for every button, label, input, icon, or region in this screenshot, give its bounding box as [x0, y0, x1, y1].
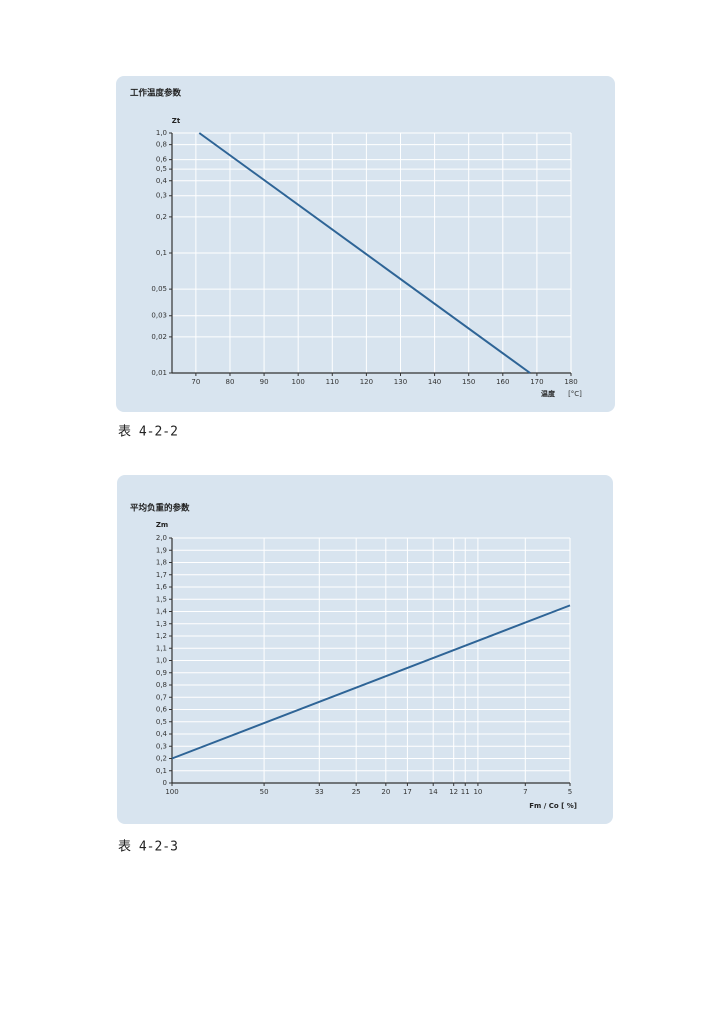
x-tick-label: 130: [394, 378, 407, 386]
x-tick-label: 11: [461, 788, 470, 796]
y-tick-label: 1,4: [156, 608, 168, 616]
x-tick-label: 110: [326, 378, 339, 386]
x-tick-label: 100: [291, 378, 304, 386]
data-line: [171, 604, 571, 760]
caption: 表 4-2-2: [118, 425, 178, 440]
x-tick-label: 12: [449, 788, 458, 796]
y-tick-label: 0,1: [156, 767, 167, 775]
y-tick-label: 0,01: [151, 369, 167, 377]
x-tick-label: 10: [473, 788, 482, 796]
x-tick-label: 7: [523, 788, 527, 796]
data-line: [198, 132, 531, 374]
chart-title: 工作温度参数: [130, 88, 182, 99]
y-tick-label: 0,9: [156, 669, 167, 677]
caption: 表 4-2-3: [118, 840, 178, 855]
y-tick-label: 1,7: [156, 571, 167, 579]
x-tick-label: 5: [568, 788, 572, 796]
y-tick-label: 1,2: [156, 632, 167, 640]
chart-title: 平均负重的参数: [130, 503, 190, 514]
y-tick-label: 0,8: [156, 141, 167, 149]
chart-panel: [116, 76, 615, 412]
x-tick-label: 80: [226, 378, 235, 386]
y-tick-label: 1,8: [156, 559, 167, 567]
y-tick-label: 0,02: [151, 333, 167, 341]
x-tick-label: 20: [381, 788, 390, 796]
y-tick-label: 0,05: [151, 285, 167, 293]
y-tick-label: 0,6: [156, 706, 168, 714]
y-tick-label: 1,6: [156, 583, 168, 591]
y-tick-label: 0,2: [156, 755, 167, 763]
x-tick-label: 180: [564, 378, 577, 386]
y-tick-label: 0,6: [156, 156, 168, 164]
y-tick-label: 1,3: [156, 620, 167, 628]
y-tick-label: 1,0: [156, 129, 167, 137]
x-tick-label: 120: [360, 378, 373, 386]
y-tick-label: 0,5: [156, 165, 167, 173]
x-tick-label: 50: [260, 788, 269, 796]
y-axis-label: Zt: [172, 117, 181, 125]
y-tick-label: 0,1: [156, 249, 167, 257]
x-tick-label: 160: [496, 378, 509, 386]
x-tick-label: 90: [260, 378, 269, 386]
y-tick-label: 0,8: [156, 681, 167, 689]
y-tick-label: 0: [163, 779, 167, 787]
x-tick-label: 170: [530, 378, 543, 386]
x-axis-unit: [°C]: [568, 390, 582, 398]
y-tick-label: 0,2: [156, 213, 167, 221]
x-tick-label: 150: [462, 378, 475, 386]
x-axis-label: 温度: [541, 389, 556, 398]
y-tick-label: 1,9: [156, 546, 167, 554]
y-tick-label: 1,1: [156, 644, 167, 652]
x-tick-label: 14: [429, 788, 438, 796]
x-tick-label: 100: [165, 788, 178, 796]
x-tick-label: 25: [352, 788, 361, 796]
y-tick-label: 1,5: [156, 595, 167, 603]
x-tick-label: 70: [191, 378, 200, 386]
y-tick-label: 0,03: [151, 312, 167, 320]
chart-panel: [117, 475, 613, 824]
x-tick-label: 17: [403, 788, 412, 796]
y-tick-label: 1,0: [156, 657, 167, 665]
y-tick-label: 0,3: [156, 742, 167, 750]
y-tick-label: 2,0: [156, 534, 167, 542]
y-tick-label: 0,3: [156, 192, 167, 200]
y-axis-label: Zm: [156, 521, 168, 529]
y-tick-label: 0,7: [156, 693, 167, 701]
y-tick-label: 0,5: [156, 718, 167, 726]
x-axis-label: Fm / Co [ %]: [529, 802, 577, 810]
x-tick-label: 140: [428, 378, 441, 386]
y-tick-label: 0,4: [156, 730, 168, 738]
y-tick-label: 0,4: [156, 177, 168, 185]
x-tick-label: 33: [315, 788, 324, 796]
